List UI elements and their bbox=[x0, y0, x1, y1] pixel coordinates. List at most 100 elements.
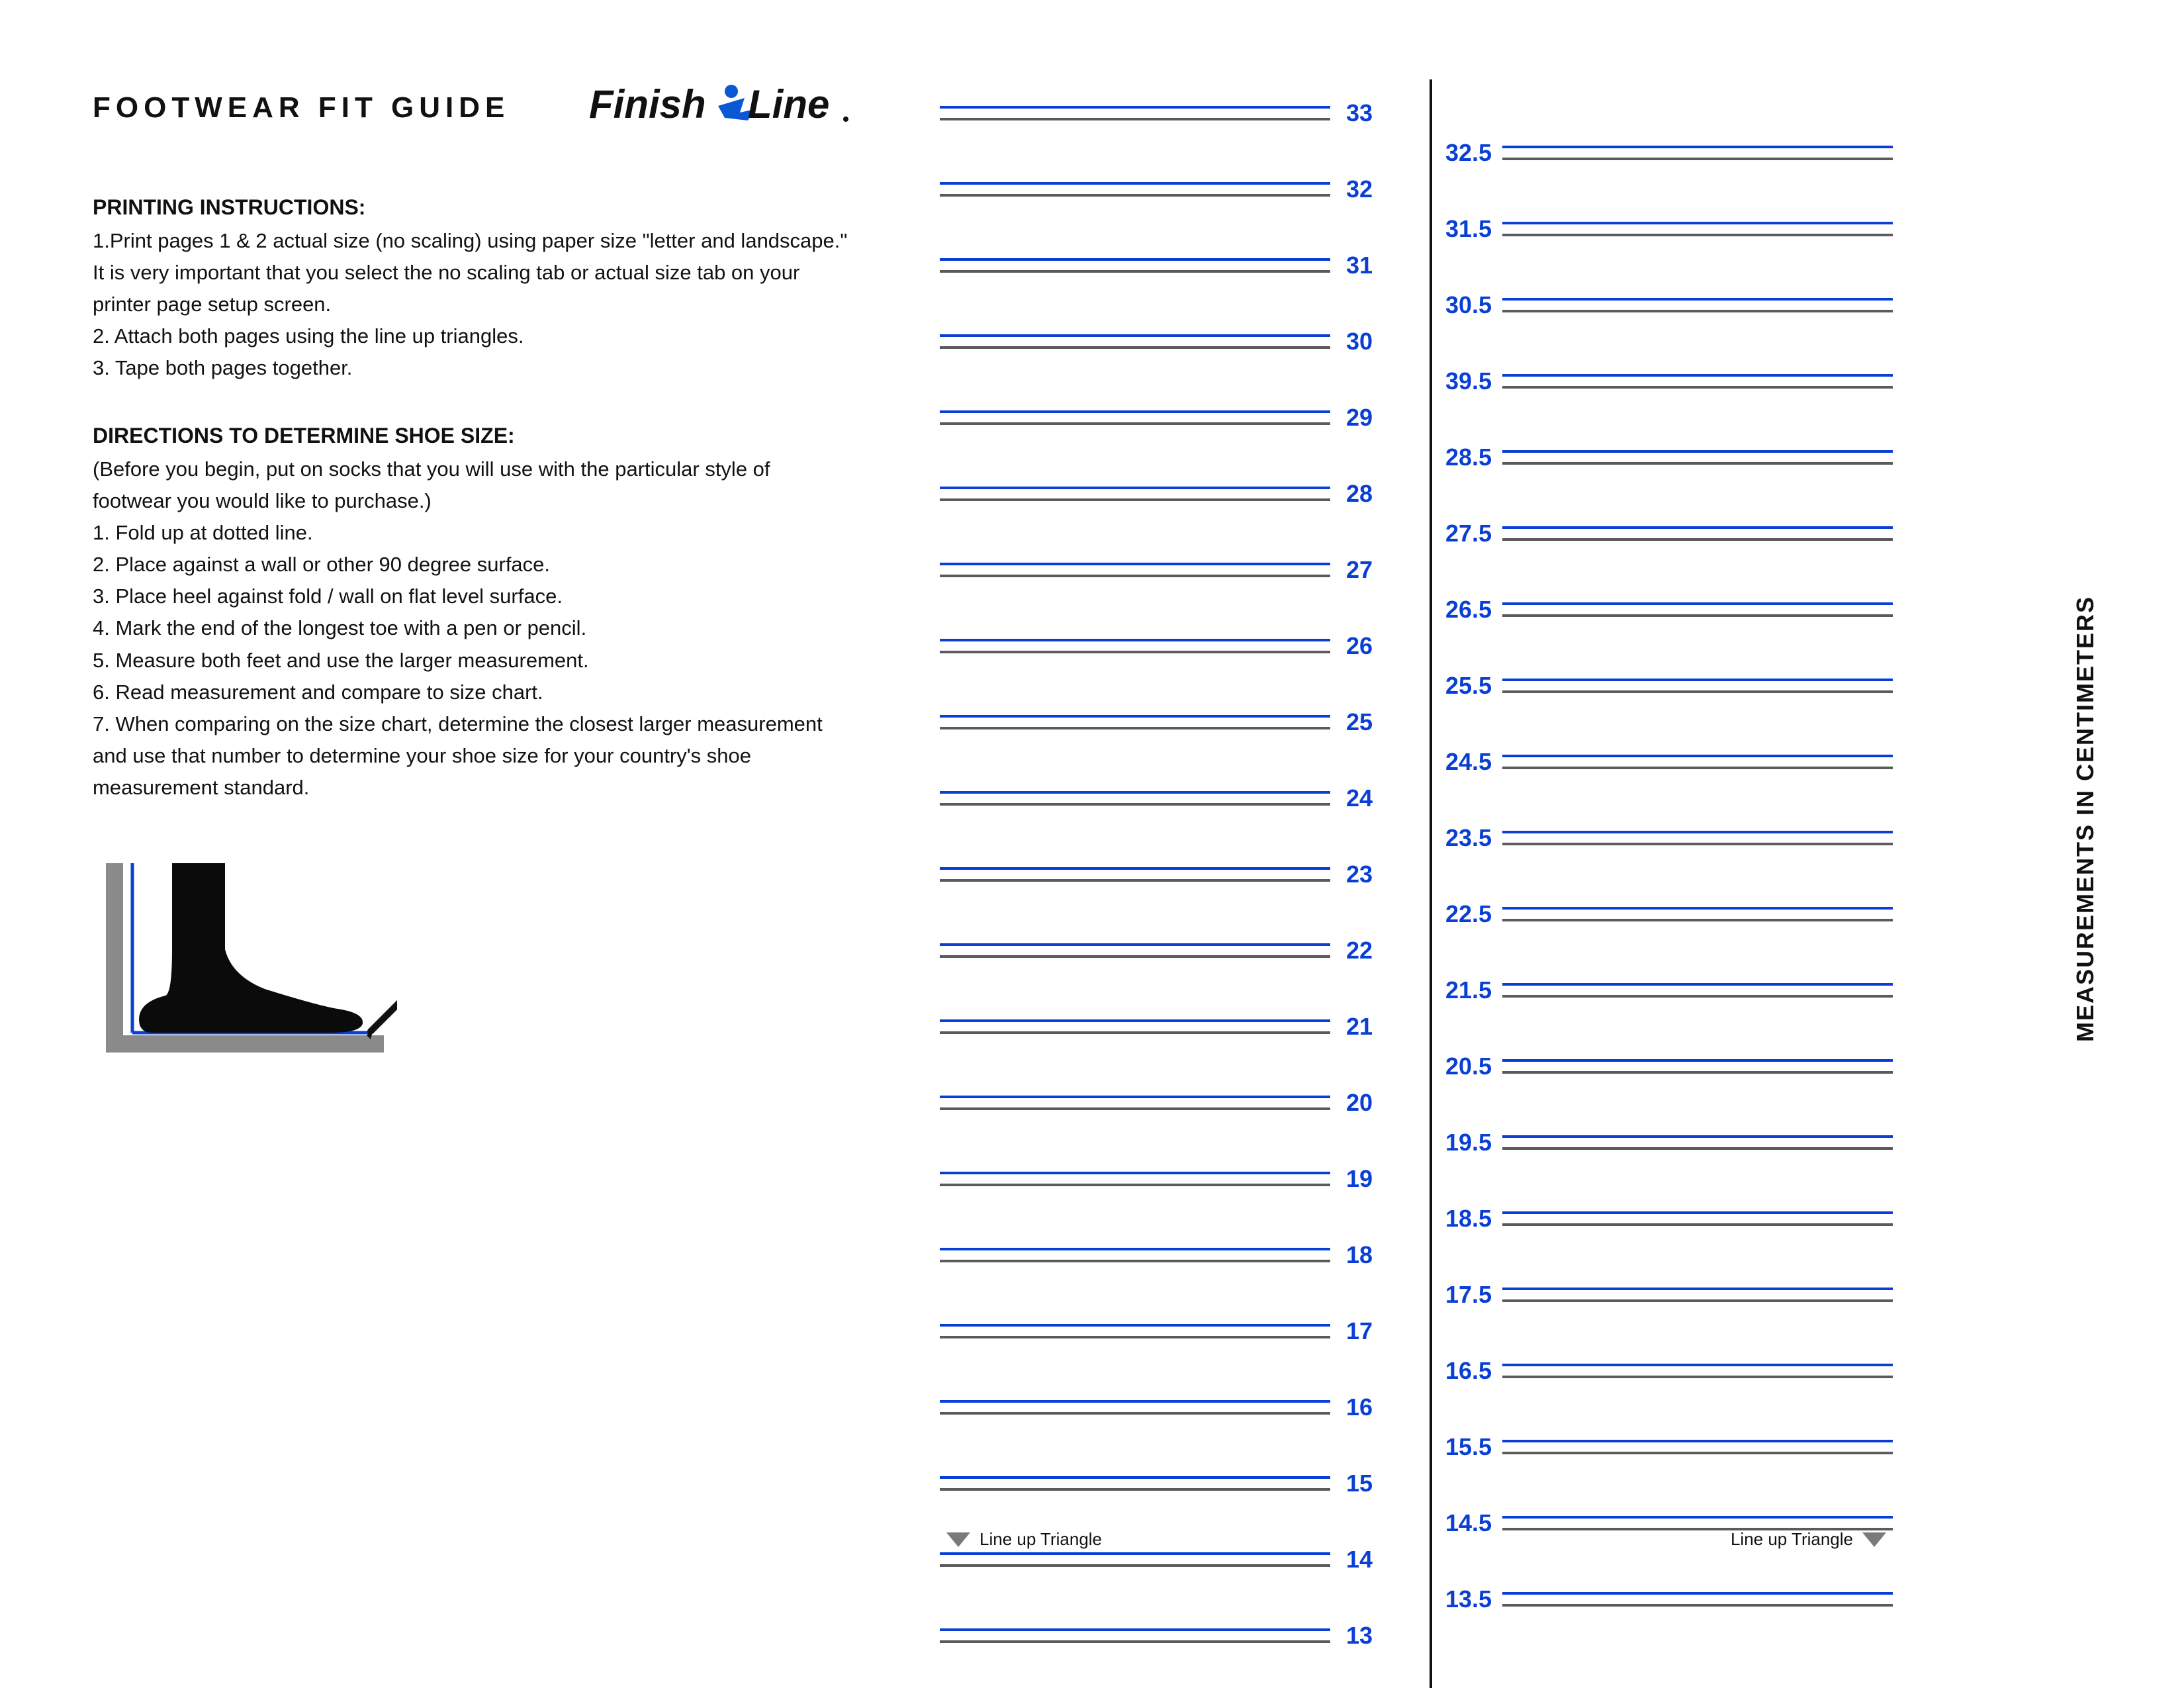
directions-line: 7. When comparing on the size chart, det… bbox=[93, 708, 900, 740]
ruler-label: 25 bbox=[1330, 708, 1403, 736]
ruler-tick-gray bbox=[1502, 1452, 1893, 1454]
ruler-tick-pair bbox=[1502, 1440, 1893, 1454]
ruler-row: 14 bbox=[940, 1546, 1403, 1573]
ruler-tick-gray bbox=[1502, 234, 1893, 236]
ruler-tick-blue bbox=[1502, 1440, 1893, 1442]
ruler-label: 19.5 bbox=[1430, 1129, 1502, 1156]
ruler-tick-gray bbox=[940, 727, 1330, 729]
ruler-tick-blue bbox=[940, 1172, 1330, 1174]
ruler-tick-pair bbox=[1502, 831, 1893, 845]
ruler-row: 24.5 bbox=[1430, 748, 1893, 776]
ruler-row: 32 bbox=[940, 175, 1403, 203]
ruler-tick-blue bbox=[940, 1552, 1330, 1555]
ruler-row: 23 bbox=[940, 861, 1403, 888]
ruler-tick-gray bbox=[940, 1184, 1330, 1186]
ruler-label: 32 bbox=[1330, 175, 1403, 203]
ruler-row: 16 bbox=[940, 1393, 1403, 1421]
ruler-row: 18 bbox=[940, 1241, 1403, 1269]
ruler-label: 26.5 bbox=[1430, 596, 1502, 624]
ruler-row: 19.5 bbox=[1430, 1129, 1893, 1156]
ruler-tick-gray bbox=[1502, 1071, 1893, 1074]
ruler-label: 25.5 bbox=[1430, 672, 1502, 700]
ruler-tick-blue bbox=[940, 1019, 1330, 1022]
ruler-tick-gray bbox=[940, 1564, 1330, 1567]
ruler-tick-pair bbox=[1502, 1516, 1893, 1530]
ruler-tick-gray bbox=[940, 346, 1330, 349]
ruler-row: 24 bbox=[940, 784, 1403, 812]
ruler-row: 13.5 bbox=[1430, 1585, 1893, 1613]
ruler-tick-pair bbox=[940, 715, 1330, 729]
ruler-tick-gray bbox=[1502, 1223, 1893, 1226]
ruler-tick-blue bbox=[940, 867, 1330, 870]
ruler-tick-pair bbox=[940, 639, 1330, 653]
directions-body: (Before you begin, put on socks that you… bbox=[93, 453, 900, 804]
ruler-tick-pair bbox=[1502, 1592, 1893, 1607]
ruler-column-whole-cm: 33 32 31 30 29 28 27 bbox=[940, 79, 1403, 1688]
ruler-row: 27 bbox=[940, 556, 1403, 584]
ruler-label: 39.5 bbox=[1430, 367, 1502, 395]
ruler-tick-blue bbox=[940, 791, 1330, 794]
ruler-label: 24.5 bbox=[1430, 748, 1502, 776]
ruler-row: 28.5 bbox=[1430, 444, 1893, 471]
ruler-label: 21 bbox=[1330, 1013, 1403, 1041]
directions-line: 3. Place heel against fold / wall on fla… bbox=[93, 581, 900, 612]
ruler-row: 21.5 bbox=[1430, 976, 1893, 1004]
finish-line-logo: Finish Line bbox=[589, 79, 854, 136]
ruler-label: 27.5 bbox=[1430, 520, 1502, 547]
ruler-tick-pair bbox=[940, 182, 1330, 197]
directions-line: 6. Read measurement and compare to size … bbox=[93, 677, 900, 708]
ruler-tick-pair bbox=[940, 334, 1330, 349]
ruler-tick-pair bbox=[1502, 526, 1893, 541]
ruler-row: 31 bbox=[940, 252, 1403, 279]
logo-dot-icon bbox=[843, 117, 848, 122]
ruler-tick-blue bbox=[940, 639, 1330, 641]
ruler-label: 16 bbox=[1330, 1393, 1403, 1421]
ruler-tick-blue bbox=[940, 1096, 1330, 1098]
ruler-column-half-cm: 32.5 31.5 30.5 39.5 28.5 27.5 26.5 bbox=[1430, 79, 1893, 1688]
ruler-tick-blue bbox=[1502, 298, 1893, 301]
foot-icon bbox=[139, 863, 363, 1033]
ruler-tick-gray bbox=[940, 1031, 1330, 1034]
ruler-tick-pair bbox=[940, 410, 1330, 425]
ruler-tick-gray bbox=[940, 803, 1330, 806]
ruler-row: 29 bbox=[940, 404, 1403, 432]
ruler-tick-gray bbox=[940, 118, 1330, 120]
ruler-label: 17.5 bbox=[1430, 1281, 1502, 1309]
ruler-tick-gray bbox=[1502, 386, 1893, 389]
ruler-tick-blue bbox=[940, 487, 1330, 489]
ruler-tick-gray bbox=[1502, 690, 1893, 693]
printing-body: 1.Print pages 1 & 2 actual size (no scal… bbox=[93, 225, 900, 384]
ruler-tick-pair bbox=[1502, 983, 1893, 998]
ruler-tick-pair bbox=[940, 487, 1330, 501]
ruler-tick-gray bbox=[940, 651, 1330, 653]
ruler-tick-blue bbox=[940, 1248, 1330, 1250]
ruler-row: 26.5 bbox=[1430, 596, 1893, 624]
ruler-tick-gray bbox=[1502, 1299, 1893, 1302]
ruler-tick-pair bbox=[1502, 1288, 1893, 1302]
ruler-tick-pair bbox=[1502, 1211, 1893, 1226]
triangle-down-icon bbox=[1862, 1532, 1886, 1547]
directions-line: 2. Place against a wall or other 90 degr… bbox=[93, 549, 900, 581]
directions-line: (Before you begin, put on socks that you… bbox=[93, 453, 900, 485]
directions-line: 5. Measure both feet and use the larger … bbox=[93, 645, 900, 677]
ruler-tick-gray bbox=[940, 1488, 1330, 1491]
ruler-row: 17 bbox=[940, 1317, 1403, 1345]
ruler-tick-pair bbox=[940, 1019, 1330, 1034]
runner-head-icon bbox=[725, 85, 738, 98]
ruler-tick-blue bbox=[1502, 679, 1893, 681]
ruler-tick-pair bbox=[1502, 1059, 1893, 1074]
ruler-row: 20.5 bbox=[1430, 1053, 1893, 1080]
ruler-tick-gray bbox=[1502, 158, 1893, 160]
lineup-text: Line up Triangle bbox=[1731, 1529, 1853, 1550]
ruler-row: 20 bbox=[940, 1089, 1403, 1117]
rulers: 33 32 31 30 29 28 27 bbox=[940, 79, 2091, 1688]
ruler-label: 19 bbox=[1330, 1165, 1403, 1193]
ruler-label: 20 bbox=[1330, 1089, 1403, 1117]
ruler-row: 33 bbox=[940, 99, 1403, 127]
ruler-label: 14.5 bbox=[1430, 1509, 1502, 1537]
ruler-tick-blue bbox=[1502, 1211, 1893, 1214]
printing-line: 3. Tape both pages together. bbox=[93, 352, 900, 384]
directions-head: DIRECTIONS TO DETERMINE SHOE SIZE: bbox=[93, 424, 900, 448]
ruler-tick-pair bbox=[940, 1172, 1330, 1186]
ruler-tick-blue bbox=[940, 943, 1330, 946]
